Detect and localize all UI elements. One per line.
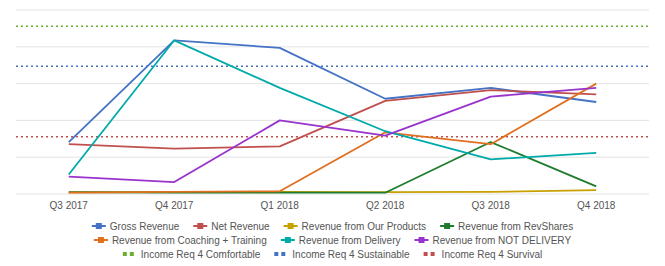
- grid-line: [16, 10, 649, 11]
- legend-item: Income Req 4 Sustainable: [274, 249, 410, 260]
- legend-label: Revenue from NOT DELIVERY: [433, 235, 572, 246]
- series-line: [69, 142, 597, 193]
- x-tick-label: Q4 2018: [577, 200, 616, 211]
- legend-item: Revenue from Our Products: [284, 221, 427, 232]
- series-line: [69, 40, 597, 174]
- legend-item: Revenue from RevShares: [440, 221, 573, 232]
- legend-item: Income Req 4 Comfortable: [123, 249, 261, 260]
- series-line: [69, 90, 597, 148]
- reference-line: [16, 136, 649, 138]
- legend-label: Income Req 4 Sustainable: [292, 249, 410, 260]
- grid-line: [16, 83, 649, 84]
- legend-label: Income Req 4 Survival: [442, 249, 543, 260]
- x-tick-label: Q4 2017: [155, 200, 194, 211]
- legend-label: Net Revenue: [211, 221, 270, 232]
- legend-swatch: [288, 223, 294, 229]
- legend-label: Revenue from Coaching + Training: [112, 235, 267, 246]
- x-tick-label: Q3 2017: [50, 200, 89, 211]
- legend-label: Revenue from RevShares: [458, 221, 573, 232]
- legend-item: Revenue from Coaching + Training: [94, 235, 267, 246]
- legend-swatch: [431, 252, 435, 256]
- series-line: [69, 84, 597, 193]
- legend-swatch: [444, 223, 450, 229]
- legend-swatch: [123, 252, 127, 256]
- legend-swatch: [424, 252, 428, 256]
- legend-label: Gross Revenue: [110, 221, 180, 232]
- legend-swatch: [197, 223, 203, 229]
- x-tick-label: Q1 2018: [261, 200, 300, 211]
- legend-label: Income Req 4 Comfortable: [141, 249, 261, 260]
- grid-line: [16, 157, 649, 158]
- legend-item: Revenue from Delivery: [281, 235, 401, 246]
- legend-item: Net Revenue: [193, 221, 270, 232]
- plot-area: [16, 26, 649, 192]
- legend-swatch: [285, 237, 291, 243]
- x-tick-label: Q3 2018: [472, 200, 511, 211]
- legend-item: Income Req 4 Survival: [424, 249, 543, 260]
- chart: Q3 2017 Q4 2017 Q1 2018 Q2 2018 Q3 2018 Q4 20…: [0, 0, 665, 266]
- reference-line: [16, 66, 649, 68]
- legend-item: Revenue from NOT DELIVERY: [415, 235, 572, 246]
- reference-line: [16, 25, 649, 27]
- legend-swatch: [281, 252, 285, 256]
- legend-label: Revenue from Our Products: [302, 221, 427, 232]
- legend-label: Revenue from Delivery: [299, 235, 401, 246]
- legend-swatch: [130, 252, 134, 256]
- legend: Gross Revenue Net Revenue Revenue from Our…: [92, 221, 573, 260]
- grid-line: [16, 194, 649, 195]
- grid: [16, 10, 649, 194]
- legend-swatch: [419, 237, 425, 243]
- legend-item: Gross Revenue: [92, 221, 180, 232]
- series-line: [69, 88, 597, 182]
- x-tick-label: Q2 2018: [366, 200, 405, 211]
- legend-swatch: [96, 223, 102, 229]
- legend-swatch: [274, 252, 278, 256]
- legend-swatch: [98, 237, 104, 243]
- grid-line: [16, 46, 649, 47]
